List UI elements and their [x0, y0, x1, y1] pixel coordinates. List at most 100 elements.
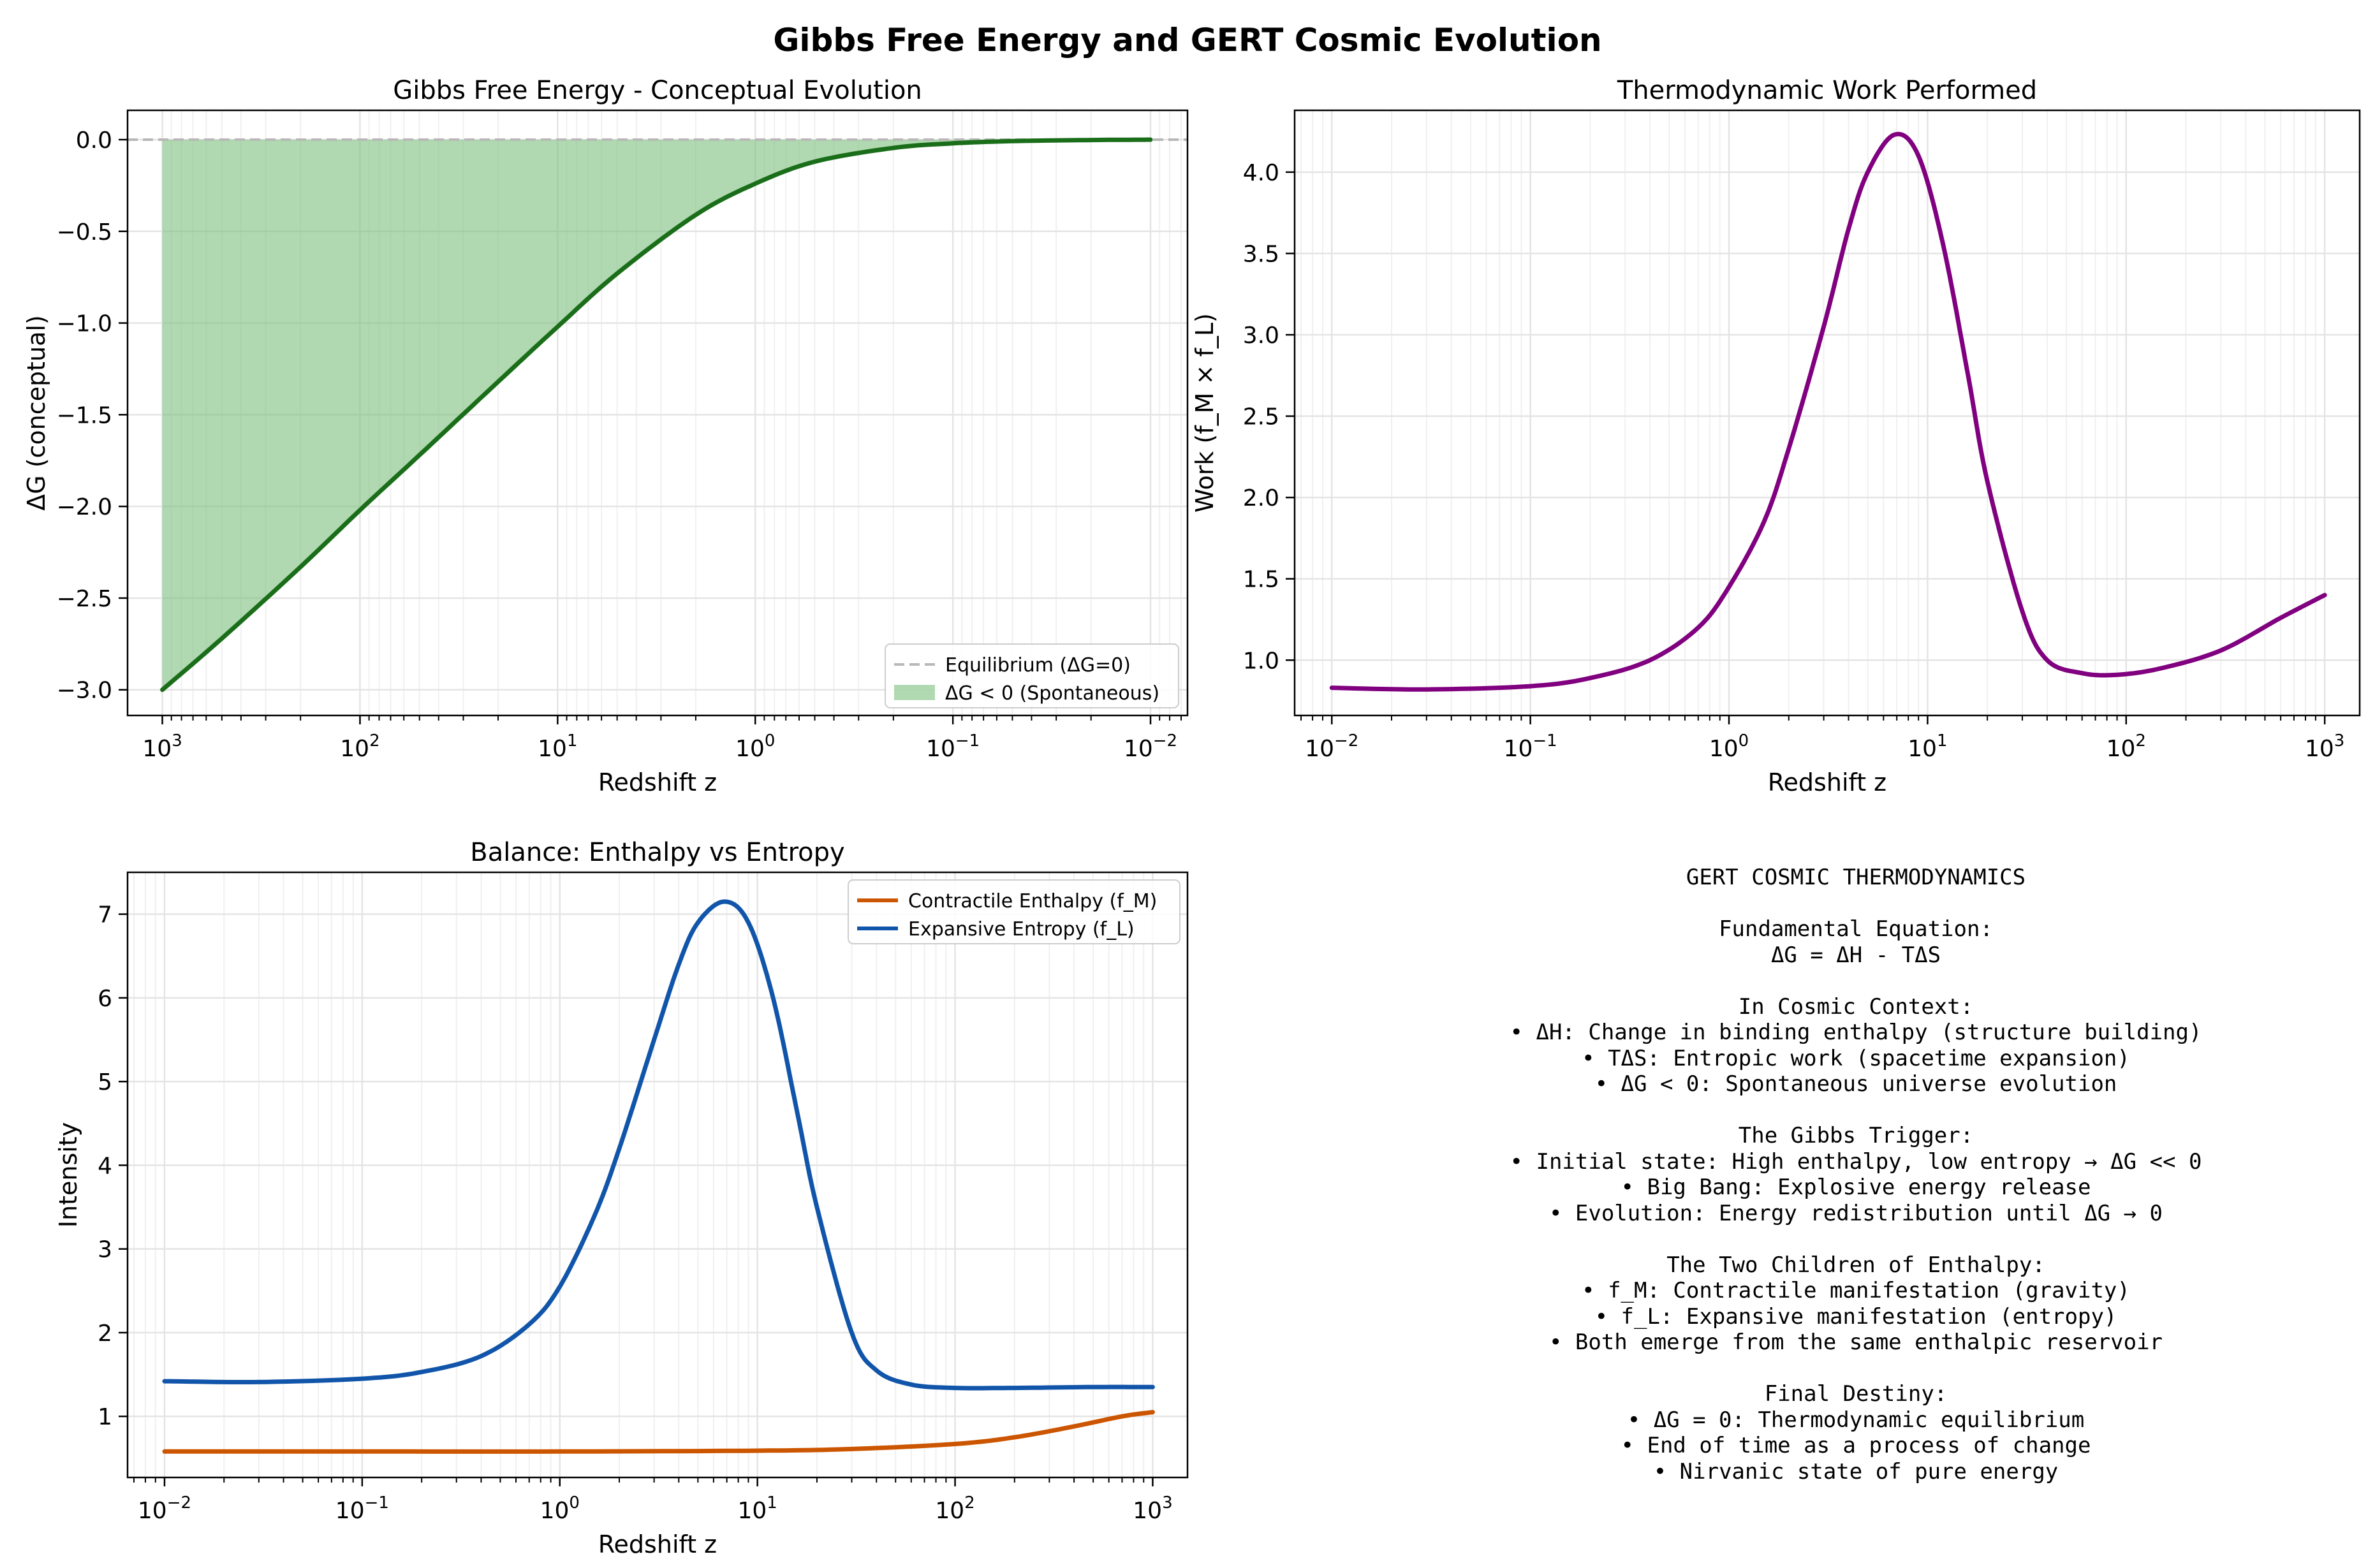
y-tick-label: 7 — [98, 902, 112, 928]
y-tick-label: −0.5 — [57, 219, 112, 245]
y-axis-label: Work (f_M × f_L) — [1191, 313, 1219, 513]
y-tick-label: 3.5 — [1243, 241, 1279, 267]
axes-frame — [126, 871, 1189, 1479]
grid-balance — [128, 872, 1188, 1477]
y-tick-label: 4 — [98, 1153, 112, 1179]
legend-entry-label: Equilibrium (ΔG=0) — [945, 654, 1131, 677]
chart-title: Gibbs Free Energy - Conceptual Evolution — [393, 76, 922, 105]
x-tick-label: 102 — [2107, 731, 2146, 762]
y-tick-label: 4.0 — [1243, 160, 1279, 186]
y-tick-label: 0.0 — [76, 128, 112, 154]
y-tick-label: 2.5 — [1243, 404, 1279, 430]
y-tick-label: −2.0 — [57, 494, 112, 520]
thermo-text-line: • ΔH: Change in binding enthalpy (struct… — [1510, 1020, 2202, 1045]
legend-gibbs: Equilibrium (ΔG=0) ΔG < 0 (Spontaneous) — [885, 643, 1179, 708]
y-axis-label: ΔG (conceptual) — [22, 315, 50, 511]
x-ticks-gibbs: 103 102 101 100 10−1 10−2 — [142, 715, 1182, 762]
x-tick-label: 101 — [538, 731, 577, 762]
y-axis-label: Intensity — [54, 1122, 82, 1227]
x-tick-label: 10−2 — [1124, 731, 1177, 762]
work-line — [1329, 131, 2327, 692]
chart-work: 10−2 10−1 100 101 102 103 1.0 1.5 2.0 2.5 3.0 3.5 4.… — [1191, 76, 2361, 796]
thermo-blank-line — [1301, 891, 2375, 917]
y-tick-label: −1.5 — [57, 402, 112, 429]
thermo-blank-line — [1301, 1097, 2375, 1124]
thermo-text-line: ΔG = ΔH - TΔS — [1770, 942, 1941, 968]
thermodynamics-text-panel: GERT COSMIC THERMODYNAMICS Fundamental Eq… — [1301, 865, 2375, 1484]
thermo-text-line: GERT COSMIC THERMODYNAMICS — [1686, 865, 2026, 890]
legend-entry-label: Contractile Enthalpy (f_M) — [908, 890, 1157, 912]
x-tick-label: 103 — [142, 731, 182, 762]
x-axis-label: Redshift z — [1768, 768, 1886, 796]
thermo-text-line: • TΔS: Entropic work (spacetime expansio… — [1582, 1045, 2130, 1071]
legend-swatch-fill — [894, 685, 935, 700]
x-ticks-work: 10−2 10−1 100 101 102 103 — [1300, 715, 2344, 762]
x-tick-label: 100 — [540, 1493, 580, 1524]
delta-g-line — [160, 137, 1153, 692]
y-tick-label: 5 — [98, 1069, 112, 1095]
x-axis-label: Redshift z — [598, 1530, 717, 1558]
x-tick-label: 10−1 — [1504, 731, 1557, 762]
y-tick-label: 3.0 — [1243, 323, 1279, 349]
x-tick-label: 10−2 — [1305, 731, 1358, 762]
x-tick-label: 101 — [1908, 731, 1947, 762]
enthalpy-line — [162, 1410, 1155, 1454]
thermo-text-line: Fundamental Equation: — [1719, 916, 1993, 942]
y-tick-label: 2 — [98, 1321, 112, 1347]
y-tick-label: 1.0 — [1243, 648, 1279, 674]
thermo-text-line: • Evolution: Energy redistribution until… — [1548, 1200, 2163, 1226]
y-tick-label: 3 — [98, 1237, 112, 1263]
thermo-blank-line — [1301, 968, 2375, 994]
plot-area-work — [1329, 131, 2327, 692]
x-ticks-balance: 10−2 10−1 100 101 102 103 — [133, 1477, 1173, 1524]
thermo-text-line: • ΔG = 0: Thermodynamic equilibrium — [1627, 1407, 2085, 1433]
thermo-text-line: Final Destiny: — [1764, 1381, 1948, 1407]
y-tick-label: 1.5 — [1243, 567, 1279, 593]
legend-entry-label: Expansive Entropy (f_L) — [908, 918, 1135, 941]
thermo-text-line: • Nirvanic state of pure energy — [1653, 1458, 2059, 1484]
thermo-text-line: The Gibbs Trigger: — [1738, 1123, 1974, 1148]
y-tick-label: −2.5 — [57, 586, 112, 612]
grid-gibbs — [128, 110, 1188, 715]
x-tick-label: 10−1 — [926, 731, 980, 762]
grid-work — [1295, 110, 2360, 715]
thermo-text-line: • f_L: Expansive manifestation (entropy) — [1594, 1303, 2117, 1330]
y-ticks-work: 1.0 1.5 2.0 2.5 3.0 3.5 4.0 — [1243, 160, 1295, 674]
y-ticks-balance: 1 2 3 4 5 6 7 — [98, 902, 128, 1430]
x-tick-label: 10−1 — [335, 1493, 389, 1524]
thermo-text-line: • ΔG < 0: Spontaneous universe evolution — [1594, 1071, 2117, 1097]
thermo-text-line: • f_M: Contractile manifestation (gravit… — [1582, 1278, 2130, 1303]
spontaneous-fill-area — [162, 140, 1151, 690]
x-tick-label: 103 — [1133, 1493, 1172, 1524]
thermo-text-line: • Initial state: High enthalpy, low entr… — [1510, 1148, 2202, 1175]
x-tick-label: 102 — [340, 731, 379, 762]
legend-balance: Contractile Enthalpy (f_M) Expansive Entr… — [848, 879, 1180, 944]
y-tick-label: 1 — [98, 1404, 112, 1430]
y-tick-label: −1.0 — [57, 311, 112, 337]
x-tick-label: 101 — [737, 1493, 777, 1524]
thermo-text-line: • Big Bang: Explosive energy release — [1621, 1175, 2091, 1200]
x-tick-label: 103 — [2305, 731, 2344, 762]
legend-box — [848, 879, 1180, 944]
thermo-text-line: In Cosmic Context: — [1738, 993, 1974, 1020]
x-tick-label: 100 — [735, 731, 775, 762]
thermo-blank-line — [1301, 1226, 2375, 1252]
legend-box — [885, 643, 1179, 708]
chart-balance: 10−2 10−1 100 101 102 103 1 2 3 4 5 6 7 Balance: Enth… — [54, 838, 1189, 1558]
x-tick-label: 102 — [935, 1493, 974, 1524]
plot-area-balance — [162, 899, 1155, 1454]
thermo-text-line: • End of time as a process of change — [1621, 1433, 2091, 1458]
y-ticks-gibbs: 0.0 −0.5 −1.0 −1.5 −2.0 −2.5 −3.0 — [57, 128, 128, 704]
plot-area-gibbs — [128, 137, 1188, 692]
thermo-text-line: • Both emerge from the same enthalpic re… — [1548, 1330, 2163, 1355]
axes-frame — [126, 109, 1189, 717]
x-tick-label: 100 — [1709, 731, 1749, 762]
thermo-text-line: The Two Children of Enthalpy: — [1666, 1252, 2045, 1278]
x-tick-label: 10−2 — [138, 1493, 191, 1524]
chart-title: Balance: Enthalpy vs Entropy — [470, 838, 844, 867]
axes-frame — [1293, 109, 2361, 717]
x-axis-label: Redshift z — [598, 768, 717, 796]
entropy-line — [162, 899, 1155, 1391]
legend-entry-label: ΔG < 0 (Spontaneous) — [945, 682, 1159, 705]
